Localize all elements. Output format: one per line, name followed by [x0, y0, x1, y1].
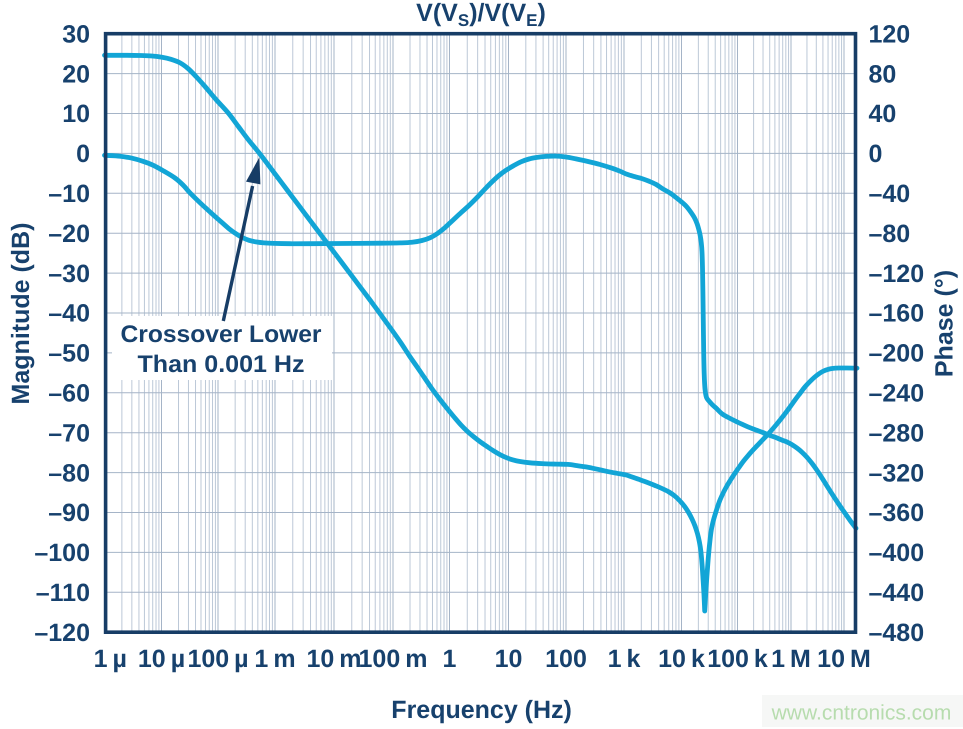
- svg-text:10 m: 10 m: [306, 645, 361, 673]
- svg-text:–70: –70: [48, 419, 90, 447]
- svg-text:100 m: 100 m: [359, 645, 428, 673]
- svg-text:Than 0.001 Hz: Than 0.001 Hz: [138, 351, 305, 378]
- svg-text:1: 1: [443, 645, 457, 673]
- svg-text:–110: –110: [36, 579, 90, 607]
- svg-text:10 µ: 10 µ: [138, 645, 185, 673]
- svg-text:–360: –360: [869, 499, 925, 527]
- svg-text:100 µ: 100 µ: [187, 645, 248, 673]
- svg-text:–80: –80: [869, 220, 911, 248]
- svg-text:–60: –60: [48, 380, 90, 408]
- svg-text:10: 10: [495, 645, 523, 673]
- svg-text:Magnitude (dB): Magnitude (dB): [7, 223, 35, 405]
- svg-text:Frequency (Hz): Frequency (Hz): [391, 696, 572, 724]
- svg-text:V(VS)/V(VE): V(VS)/V(VE): [416, 0, 546, 30]
- svg-text:0: 0: [76, 140, 90, 168]
- svg-text:–40: –40: [48, 300, 90, 328]
- svg-text:30: 30: [62, 20, 90, 48]
- svg-text:1 µ: 1 µ: [94, 645, 127, 673]
- svg-text:–90: –90: [48, 499, 90, 527]
- svg-text:10 M: 10 M: [817, 645, 871, 673]
- svg-text:1 k: 1 k: [608, 645, 641, 673]
- svg-text:–200: –200: [869, 340, 925, 368]
- svg-text:0: 0: [869, 140, 883, 168]
- svg-text:20: 20: [62, 60, 90, 88]
- svg-text:–280: –280: [869, 419, 925, 447]
- svg-text:Crossover Lower: Crossover Lower: [121, 321, 322, 348]
- svg-text:–480: –480: [869, 619, 925, 647]
- svg-text:1 m: 1 m: [254, 645, 295, 673]
- svg-text:–100: –100: [34, 539, 90, 567]
- svg-text:–10: –10: [48, 180, 90, 208]
- svg-text:–320: –320: [869, 459, 925, 487]
- svg-text:40: 40: [869, 100, 897, 128]
- svg-text:–120: –120: [34, 619, 90, 647]
- svg-text:–240: –240: [869, 380, 925, 408]
- svg-text:100 k: 100 k: [707, 645, 768, 673]
- svg-text:100: 100: [545, 645, 587, 673]
- svg-text:10: 10: [62, 100, 90, 128]
- svg-text:–50: –50: [48, 340, 90, 368]
- svg-text:–440: –440: [869, 579, 925, 607]
- svg-text:1 M: 1 M: [771, 645, 811, 673]
- svg-text:Phase (°): Phase (°): [931, 270, 959, 377]
- svg-text:10 k: 10 k: [658, 645, 705, 673]
- svg-text:–40: –40: [869, 180, 911, 208]
- svg-text:–120: –120: [869, 260, 925, 288]
- svg-text:–160: –160: [869, 300, 925, 328]
- svg-text:–30: –30: [48, 260, 90, 288]
- svg-text:80: 80: [869, 60, 897, 88]
- svg-text:120: 120: [869, 20, 911, 48]
- svg-text:–20: –20: [48, 220, 90, 248]
- svg-text:–80: –80: [48, 459, 90, 487]
- svg-text:www.cntronics.com: www.cntronics.com: [771, 702, 952, 725]
- svg-text:–400: –400: [869, 539, 925, 567]
